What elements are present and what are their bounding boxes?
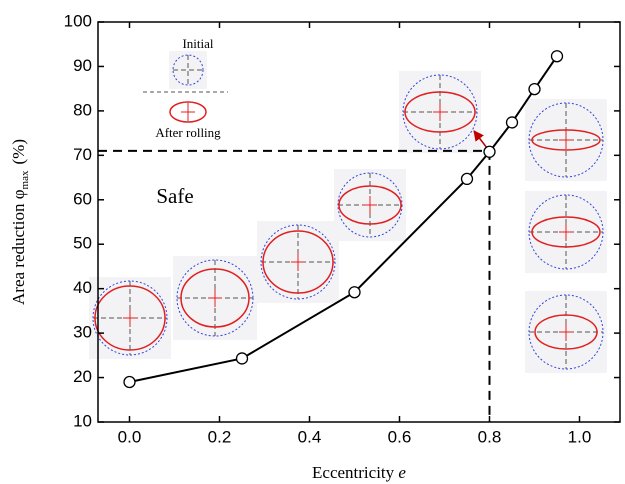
data-point (460, 172, 474, 186)
y-tick-label: 70 (73, 145, 92, 164)
legend-ellipse (169, 101, 207, 123)
safe-label: Safe (156, 184, 193, 208)
data-point (528, 82, 541, 96)
y-tick-label: 10 (73, 411, 92, 430)
ellipse-icons (89, 51, 607, 373)
legend-initial: Initial (182, 36, 213, 51)
x-tick-label: 0.6 (388, 427, 412, 446)
icon-ellipse (531, 216, 601, 248)
y-tick-label: 80 (73, 100, 92, 119)
y-tick-label: 100 (64, 11, 92, 30)
y-tick-label: 30 (73, 323, 92, 342)
x-label: Eccentricity (312, 463, 395, 482)
x-axis-title: Eccentricity e (312, 463, 406, 482)
icon-ellipse (531, 129, 601, 151)
series-line (129, 55, 558, 383)
icon-ellipse (404, 91, 476, 133)
y-label-unit: (%) (9, 139, 28, 164)
x-tick-label: 0.0 (118, 427, 142, 446)
y-tick-label: 40 (73, 278, 92, 297)
x-tick-label: 1.0 (568, 427, 592, 446)
icon-ellipse (262, 230, 334, 294)
legend-after: After rolling (155, 125, 221, 140)
y-label-sub: max (19, 170, 31, 189)
y-tick-label: 90 (73, 56, 92, 75)
data-point (348, 286, 361, 299)
x-label-symbol: e (398, 463, 406, 482)
y-axis-title: Area reduction φmax (%) (9, 139, 31, 305)
icon-ellipse (338, 185, 402, 225)
data-point (483, 145, 496, 158)
data-point (550, 50, 564, 63)
data-point (505, 116, 519, 129)
y-tick-label: 50 (73, 234, 92, 253)
x-tick-label: 0.8 (478, 427, 502, 446)
icon-ellipse (94, 285, 166, 351)
x-tick-label: 0.4 (298, 427, 322, 446)
icon-ellipse (180, 268, 250, 328)
icon-circle (172, 54, 204, 86)
y-tick-label: 60 (73, 189, 92, 208)
data-point (123, 375, 136, 389)
arrow (473, 130, 488, 149)
y-label: Area reduction φ (9, 189, 28, 305)
plot-frame (97, 21, 621, 423)
x-tick-label: 0.2 (208, 427, 232, 446)
y-tick-label: 20 (73, 367, 92, 386)
icon-ellipse (534, 314, 598, 350)
data-point (235, 352, 249, 365)
